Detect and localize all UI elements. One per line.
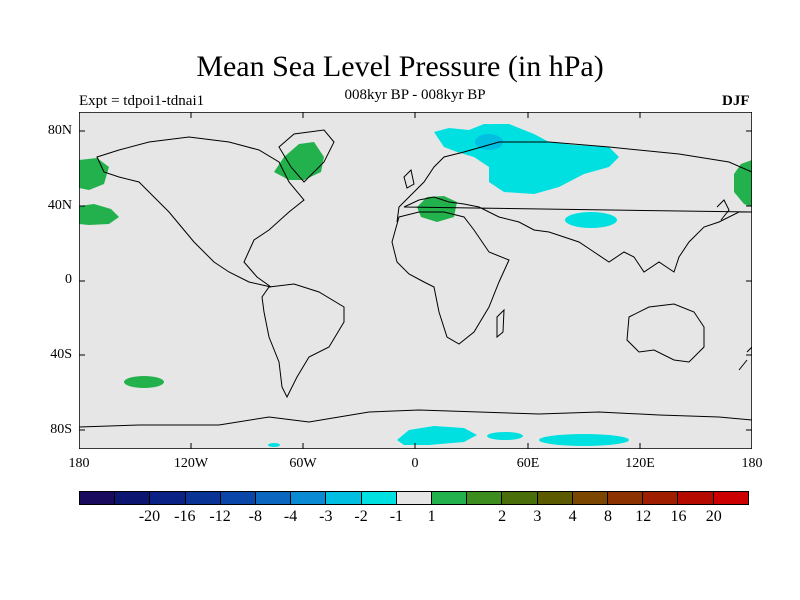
colorbar-label: 16 (670, 508, 687, 525)
lon-label-60e: 60E (516, 456, 540, 471)
season-label: DJF (722, 93, 750, 109)
colorbar (79, 491, 749, 505)
colorbar-swatch (256, 492, 292, 504)
colorbar-swatch (291, 492, 327, 504)
africa-coast (391, 211, 510, 345)
colorbar-label: -16 (174, 508, 196, 525)
colorbar-swatch (220, 492, 257, 504)
new-zealand-coast (738, 346, 752, 371)
colorbar-swatch (115, 492, 151, 504)
colorbar-swatch (80, 492, 116, 504)
lon-label-0: 0 (411, 456, 419, 471)
colorbar-swatch (185, 492, 221, 504)
kamchatka-positive-anomaly (734, 160, 752, 207)
colorbar-swatch (678, 492, 714, 504)
antarctica-coast (79, 409, 752, 428)
colorbar-swatch (467, 492, 503, 504)
colorbar-swatch (537, 492, 573, 504)
lon-label-180w: 180 (68, 456, 90, 471)
barents-core-anomaly (475, 134, 503, 150)
japan-coast (716, 199, 730, 221)
australia-coast (626, 303, 705, 363)
colorbar-swatch (608, 492, 644, 504)
colorbar-label: 2 (498, 508, 507, 525)
lat-label-40n: 40N (47, 198, 72, 213)
colorbar-swatch (361, 492, 397, 504)
experiment-label: Expt = tdpoi1-tdnai1 (79, 93, 205, 109)
south-pacific-positive-anomaly (124, 376, 164, 388)
colorbar-swatches (79, 491, 749, 505)
colorbar-label: 12 (635, 508, 652, 525)
colorbar-label: -12 (209, 508, 231, 525)
south-america-coast (261, 283, 345, 399)
lon-ticks-bottom (190, 443, 641, 449)
greenland-positive-anomaly (274, 142, 324, 180)
coastlines (79, 129, 752, 428)
anomaly-fields (79, 124, 752, 447)
colorbar-label: 1 (427, 508, 436, 525)
colorbar-label: 4 (568, 508, 577, 525)
colorbar-label: -2 (354, 508, 368, 525)
lon-label-120w: 120W (173, 456, 209, 471)
lat-label-80n: 80N (47, 123, 72, 138)
lon-label-60w: 60W (289, 456, 317, 471)
map-background (79, 112, 752, 449)
colorbar-swatch (432, 492, 468, 504)
colorbar-label: 20 (705, 508, 722, 525)
europe-asia-coast (396, 141, 752, 273)
madagascar-coast (496, 308, 505, 339)
figure-subtitle: 008kyr BP - 008kyr BP (344, 87, 486, 103)
northeast-pacific-positive-anomaly (79, 204, 119, 225)
colorbar-swatch (572, 492, 609, 504)
lat-label-80s: 80S (50, 422, 72, 437)
lon-label-120e: 120E (625, 456, 655, 471)
mediterranean-positive-anomaly (417, 196, 457, 222)
figure-title: Mean Sea Level Pressure (in hPa) (196, 50, 604, 83)
colorbar-label: -20 (138, 508, 161, 525)
lat-label-0: 0 (65, 272, 72, 287)
axis-ticks (79, 112, 752, 449)
colorbar-label: -4 (283, 508, 298, 525)
colorbar-swatch (713, 492, 748, 504)
uk-coast (403, 168, 415, 189)
colorbar-label: -3 (319, 508, 333, 525)
antarctic-small-negative-anomaly (487, 432, 523, 440)
lat-label-40s: 40S (50, 347, 72, 362)
colorbar-swatch (326, 492, 362, 504)
antarctic-small-negative-anomaly-2 (268, 443, 280, 447)
colorbar-swatch (396, 492, 433, 504)
central-asia-negative-anomaly (565, 212, 617, 228)
north-america-coast (96, 136, 305, 288)
colorbar-swatch (150, 492, 186, 504)
colorbar-swatch (643, 492, 679, 504)
lat-ticks-right (746, 130, 752, 431)
greenland-coast (278, 129, 335, 183)
colorbar-label: 3 (533, 508, 542, 525)
map-panel (79, 112, 752, 449)
colorbar-label: -8 (248, 508, 262, 525)
colorbar-swatch (502, 492, 538, 504)
lon-label-180e: 180 (741, 456, 763, 471)
antarctic-indian-negative-anomaly (539, 434, 629, 446)
lon-ticks-top (190, 112, 641, 118)
antarctic-africa-negative-anomaly (397, 426, 477, 445)
lat-ticks-left (79, 130, 85, 431)
colorbar-label: -1 (389, 508, 404, 525)
colorbar-label: 8 (603, 508, 612, 525)
